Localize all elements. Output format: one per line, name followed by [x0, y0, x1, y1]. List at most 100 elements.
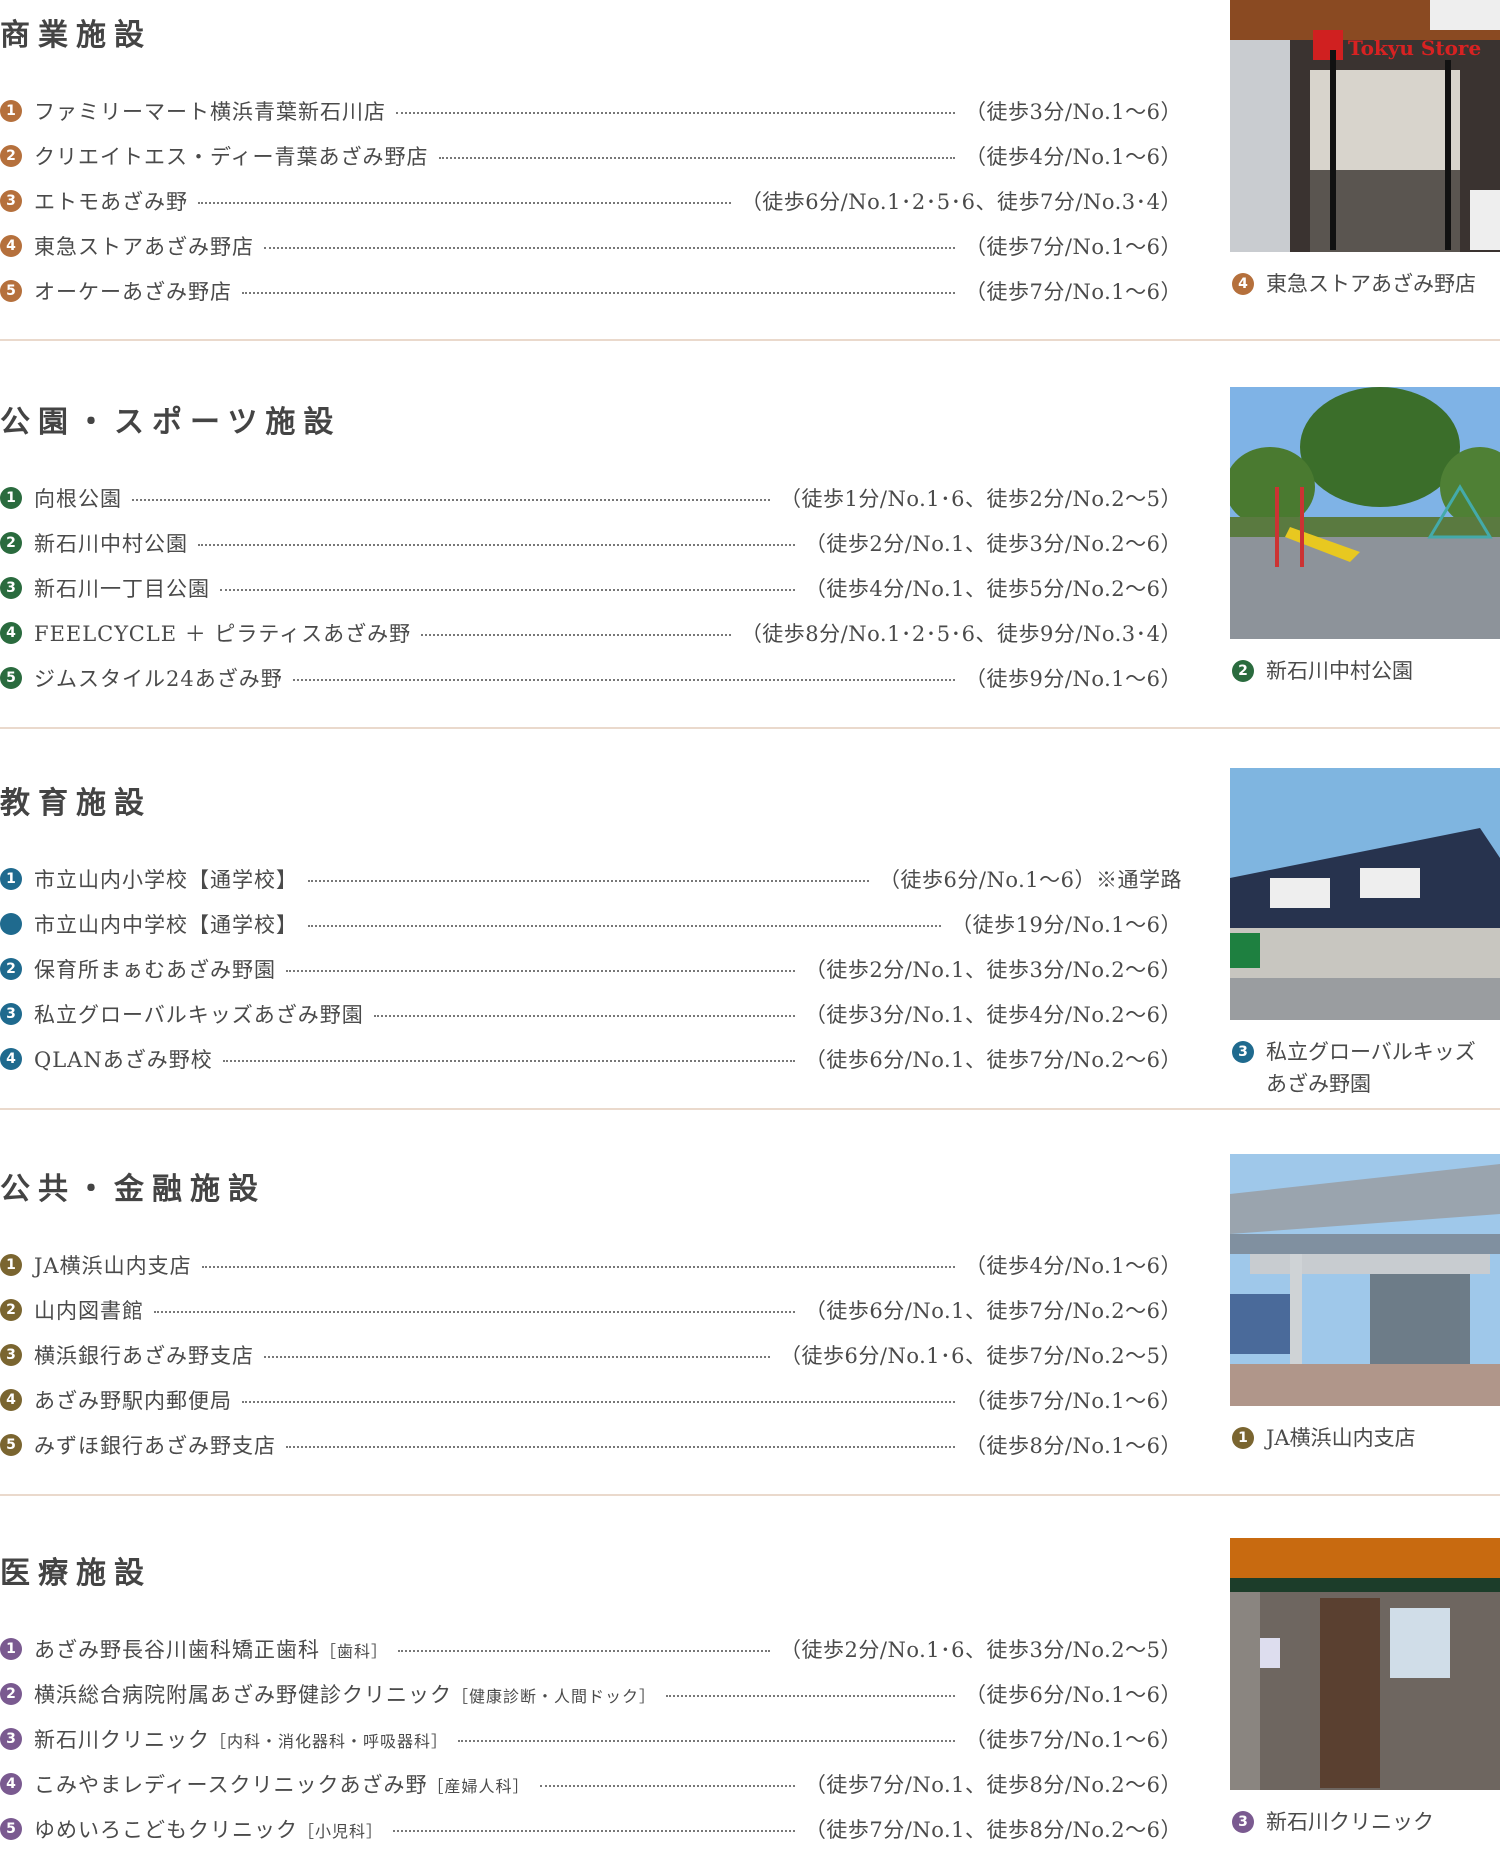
section-divider [0, 1494, 1500, 1496]
number-badge: 2 [0, 1682, 22, 1705]
facility-name-text: 山内図書館 [34, 1298, 144, 1323]
number-badge: 3 [0, 1343, 22, 1366]
section-divider [0, 339, 1500, 341]
walk-time: （徒歩6分/No.1、徒歩7分/No.2〜6） [804, 1047, 1182, 1072]
list-item: 2 山内図書館 （徒歩6分/No.1、徒歩7分/No.2〜6） [0, 1287, 1182, 1332]
facility-name: 保育所まぁむあざみ野園 [34, 954, 276, 984]
walk-time: （徒歩4分/No.1〜6） [965, 1253, 1182, 1278]
facility-rows: 1 あざみ野長谷川歯科矯正歯科［歯科］ （徒歩2分/No.1･6、徒歩3分/No… [0, 1626, 1182, 1851]
facility-name: ジムスタイル24あざみ野 [34, 663, 283, 693]
dotted-leader [666, 1694, 956, 1697]
walk-time: （徒歩9分/No.1〜6） [965, 666, 1182, 691]
dotted-leader [264, 246, 956, 249]
facility-note: ［歯科］ [320, 1641, 389, 1661]
facility-name-text: QLANあざみ野校 [34, 1047, 213, 1072]
number-badge: 2 [0, 957, 22, 980]
walk-time: （徒歩4分/No.1、徒歩5分/No.2〜6） [804, 576, 1182, 601]
section-title: 公共・金融施設 [0, 1172, 266, 1207]
list-item: 4 FEELCYCLE ＋ ピラティスあざみ野 （徒歩8分/No.1･2･5･6… [0, 610, 1182, 655]
number-badge: 4 [0, 234, 22, 257]
dotted-leader [264, 1355, 771, 1358]
number-badge: 5 [0, 1817, 22, 1840]
dotted-leader [398, 1649, 771, 1652]
number-badge: 3 [1232, 1811, 1254, 1833]
walk-time: （徒歩4分/No.1〜6） [965, 144, 1182, 169]
list-item: 4 こみやまレディースクリニックあざみ野［産婦人科］ （徒歩7分/No.1、徒歩… [0, 1761, 1182, 1806]
facility-name-text: オーケーあざみ野店 [34, 279, 232, 304]
facility-name: ゆめいろこどもクリニック［小児科］ [34, 1814, 383, 1844]
facility-name: あざみ野長谷川歯科矯正歯科［歯科］ [34, 1634, 388, 1664]
facility-name-text: あざみ野駅内郵便局 [34, 1388, 232, 1413]
number-badge: 4 [0, 1388, 22, 1411]
store-sign-text: Tokyu Store [1348, 36, 1481, 60]
dotted-leader [242, 291, 956, 294]
facility-name-text: 保育所まぁむあざみ野園 [34, 957, 276, 982]
walk-time: （徒歩6分/No.1〜6）※通学路 [879, 867, 1182, 892]
facility-name-text: エトモあざみ野 [34, 189, 188, 214]
walk-time: （徒歩7分/No.1〜6） [965, 279, 1182, 304]
facility-name-text: 横浜総合病院附属あざみ野健診クリニック [34, 1682, 452, 1707]
facility-name-text: 市立山内小学校【通学校】 [34, 867, 298, 892]
dotted-leader [421, 633, 731, 636]
number-badge: 1 [0, 1253, 22, 1276]
dotted-leader [154, 1310, 795, 1313]
facility-photo [1230, 1538, 1500, 1790]
number-badge: 4 [0, 1047, 22, 1070]
number-badge: 1 [0, 486, 22, 509]
number-badge: 3 [0, 1727, 22, 1750]
list-item: 1 向根公園 （徒歩1分/No.1･6、徒歩2分/No.2〜5） [0, 475, 1182, 520]
facility-name-text: クリエイトエス・ディー青葉あざみ野店 [34, 144, 429, 169]
facility-rows: 1 市立山内小学校【通学校】 （徒歩6分/No.1〜6）※通学路 市立山内中学校… [0, 856, 1182, 1081]
list-item: 5 ゆめいろこどもクリニック［小児科］ （徒歩7分/No.1、徒歩8分/No.2… [0, 1806, 1182, 1851]
section-title: 医療施設 [0, 1556, 152, 1591]
facility-name: 向根公園 [34, 483, 122, 513]
walk-time: （徒歩7分/No.1、徒歩8分/No.2〜6） [804, 1772, 1182, 1797]
walk-time: （徒歩6分/No.1･2･5･6、徒歩7分/No.3･4） [740, 189, 1182, 214]
photo-caption: 2 新石川中村公園 [1232, 655, 1500, 687]
number-badge: 3 [0, 576, 22, 599]
list-item: 2 新石川中村公園 （徒歩2分/No.1、徒歩3分/No.2〜6） [0, 520, 1182, 565]
number-badge: 3 [0, 1002, 22, 1025]
list-item: 3 新石川一丁目公園 （徒歩4分/No.1、徒歩5分/No.2〜6） [0, 565, 1182, 610]
number-badge: 5 [0, 666, 22, 689]
dotted-leader [242, 1400, 956, 1403]
caption-text: 新石川中村公園 [1266, 659, 1413, 683]
number-badge: 4 [0, 621, 22, 644]
list-item: 1 ファミリーマート横浜青葉新石川店 （徒歩3分/No.1〜6） [0, 88, 1182, 133]
facility-name-text: みずほ銀行あざみ野支店 [34, 1433, 276, 1458]
list-item: 4 QLANあざみ野校 （徒歩6分/No.1、徒歩7分/No.2〜6） [0, 1036, 1182, 1081]
facility-name: ファミリーマート横浜青葉新石川店 [34, 96, 386, 126]
facility-name: クリエイトエス・ディー青葉あざみ野店 [34, 141, 429, 171]
dotted-leader [201, 1265, 956, 1268]
walk-time: （徒歩7分/No.1、徒歩8分/No.2〜6） [804, 1817, 1182, 1842]
dotted-leader [539, 1784, 795, 1787]
facility-name: 新石川中村公園 [34, 528, 188, 558]
dotted-leader [220, 588, 795, 591]
facility-name-text: 東急ストアあざみ野店 [34, 234, 254, 259]
photo-caption: 3 新石川クリニック [1232, 1806, 1500, 1838]
dotted-leader [286, 1445, 956, 1448]
number-badge: 4 [1232, 273, 1254, 295]
dotted-leader [373, 1014, 795, 1017]
dotted-leader [396, 111, 956, 114]
facility-photo [1230, 387, 1500, 639]
list-item: 2 クリエイトエス・ディー青葉あざみ野店 （徒歩4分/No.1〜6） [0, 133, 1182, 178]
photo-caption: 3 私立グローバルキッズあざみ野園 [1232, 1036, 1500, 1100]
walk-time: （徒歩7分/No.1〜6） [965, 1388, 1182, 1413]
dotted-leader [308, 879, 870, 882]
number-badge: 2 [1232, 660, 1254, 682]
facility-name-text: 向根公園 [34, 486, 122, 511]
dotted-leader [198, 543, 795, 546]
dotted-leader [286, 969, 795, 972]
facility-note: ［産婦人科］ [427, 1776, 530, 1796]
facility-name-text: ジムスタイル24あざみ野 [34, 666, 283, 691]
walk-time: （徒歩3分/No.1、徒歩4分/No.2〜6） [804, 1002, 1182, 1027]
walk-time: （徒歩19分/No.1〜6） [951, 912, 1182, 937]
list-item: 5 みずほ銀行あざみ野支店 （徒歩8分/No.1〜6） [0, 1422, 1182, 1467]
section-divider [0, 1108, 1500, 1110]
number-badge: 2 [0, 144, 22, 167]
list-item: 5 オーケーあざみ野店 （徒歩7分/No.1〜6） [0, 268, 1182, 313]
facility-name-text: 市立山内中学校【通学校】 [34, 912, 298, 937]
number-badge: 2 [0, 1298, 22, 1321]
number-badge: 3 [1232, 1041, 1254, 1063]
